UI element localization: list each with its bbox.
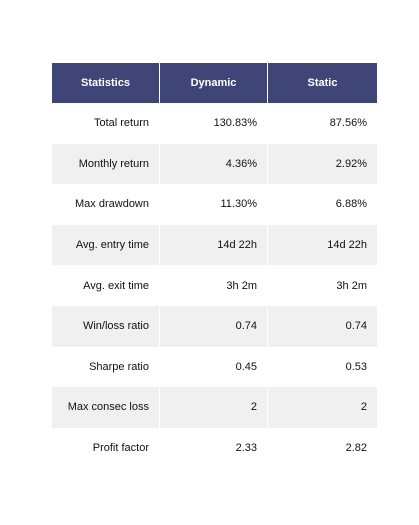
table-row: Profit factor 2.33 2.82: [52, 427, 377, 469]
row-label: Total return: [52, 103, 160, 144]
row-label: Avg. entry time: [52, 224, 160, 266]
row-label: Monthly return: [52, 143, 160, 185]
dynamic-value: 3h 2m: [160, 265, 268, 306]
table-row: Total return 130.83% 87.56%: [52, 103, 377, 144]
column-header-static: Static: [268, 63, 377, 103]
dynamic-value: 2.33: [160, 427, 268, 469]
table-row: Avg. entry time 14d 22h 14d 22h: [52, 224, 377, 266]
static-value: 6.88%: [268, 184, 377, 225]
static-value: 2.92%: [268, 143, 377, 185]
dynamic-value: 11.30%: [160, 184, 268, 225]
table-row: Avg. exit time 3h 2m 3h 2m: [52, 265, 377, 306]
dynamic-value: 4.36%: [160, 143, 268, 185]
static-value: 87.56%: [268, 103, 377, 144]
dynamic-value: 14d 22h: [160, 224, 268, 266]
static-value: 3h 2m: [268, 265, 377, 306]
dynamic-value: 0.74: [160, 305, 268, 347]
static-value: 0.74: [268, 305, 377, 347]
row-label: Win/loss ratio: [52, 305, 160, 347]
row-label: Avg. exit time: [52, 265, 160, 306]
table-row: Monthly return 4.36% 2.92%: [52, 143, 377, 185]
dynamic-value: 0.45: [160, 346, 268, 388]
table-body: Total return 130.83% 87.56% Monthly retu…: [52, 103, 377, 469]
table-row: Max consec loss 2 2: [52, 387, 377, 428]
column-header-statistics: Statistics: [52, 63, 160, 103]
statistics-table-container: Statistics Dynamic Static Total return 1…: [52, 63, 377, 469]
row-label: Sharpe ratio: [52, 346, 160, 388]
row-label: Max drawdown: [52, 184, 160, 225]
table-row: Sharpe ratio 0.45 0.53: [52, 346, 377, 388]
static-value: 14d 22h: [268, 224, 377, 266]
dynamic-value: 2: [160, 387, 268, 428]
column-header-dynamic: Dynamic: [160, 63, 268, 103]
table-row: Max drawdown 11.30% 6.88%: [52, 184, 377, 225]
table-row: Win/loss ratio 0.74 0.74: [52, 305, 377, 347]
row-label: Profit factor: [52, 427, 160, 469]
dynamic-value: 130.83%: [160, 103, 268, 144]
static-value: 0.53: [268, 346, 377, 388]
static-value: 2: [268, 387, 377, 428]
row-label: Max consec loss: [52, 387, 160, 428]
header-row: Statistics Dynamic Static: [52, 63, 377, 103]
table-header: Statistics Dynamic Static: [52, 63, 377, 103]
static-value: 2.82: [268, 427, 377, 469]
statistics-table: Statistics Dynamic Static Total return 1…: [52, 63, 377, 469]
